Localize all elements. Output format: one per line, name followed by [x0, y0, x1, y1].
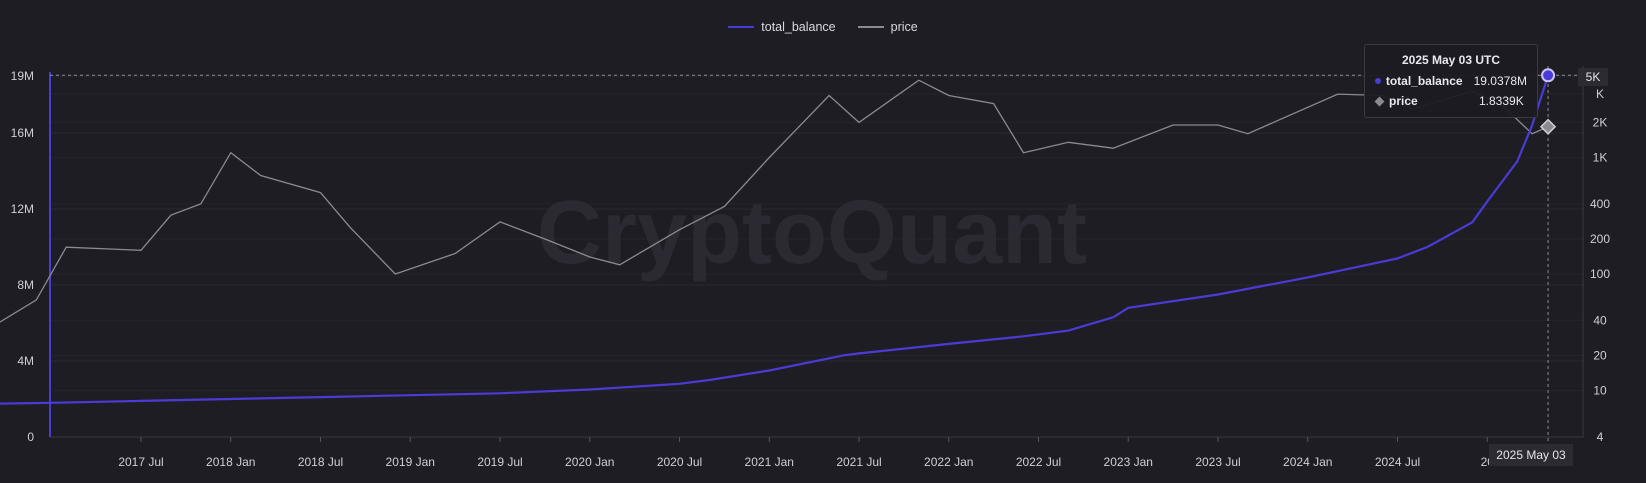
y-left-tick-label: 8M [17, 278, 34, 292]
legend-label: total_balance [761, 20, 836, 34]
grid [50, 75, 1584, 438]
legend-item-total-balance[interactable]: total_balance [728, 20, 836, 34]
balance-point-marker [1541, 68, 1556, 83]
series-group [0, 74, 1550, 405]
total-balance-line [0, 74, 1550, 405]
y-right-tick-label: 400 [1590, 197, 1610, 211]
legend-item-price[interactable]: price [857, 20, 918, 34]
y-axis-left: 0 4M 8M 12M 16M 19M [11, 69, 51, 444]
y-left-tick-label: 0 [27, 430, 34, 444]
y-axis-right: 4 10 20 40 100 200 400 1K 2K K [1582, 66, 1610, 444]
x-tick-label: 2019 Jan [386, 455, 435, 469]
y-left-tick-label: 12M [11, 202, 34, 216]
y-right-tick-label: 10 [1593, 384, 1607, 398]
watermark: CryptoQuant [537, 183, 1087, 283]
tooltip-date: 2025 May 03 UTC [1401, 53, 1501, 67]
y-left-tick-label: 4M [17, 354, 34, 368]
x-tick-label: 2019 Jul [477, 455, 522, 469]
balance-dot-icon [1375, 78, 1381, 84]
crosshair [50, 66, 1584, 445]
x-tick-label: 2018 Jul [298, 455, 343, 469]
y-right-tick-label: 200 [1590, 232, 1610, 246]
y-right-tick-label: K [1596, 87, 1604, 101]
price-point-marker [1539, 118, 1557, 135]
x-axis: 2017 Jul 2018 Jan 2018 Jul 2019 Jan 2019 Jul… [50, 436, 1584, 469]
x-tick-label: 2020 Jan [565, 455, 614, 469]
tooltip-value: 19.0378M [1473, 74, 1527, 88]
x-tick-label: 2018 Jan [206, 455, 255, 469]
y-right-tick-label: 2K [1593, 115, 1608, 129]
x-tick-label: 2022 Jan [924, 455, 973, 469]
price-line [0, 79, 1549, 323]
x-tick-label: 2020 Jul [657, 455, 702, 469]
legend-swatch-price [857, 26, 884, 28]
x-tick-label: 2022 Jul [1016, 455, 1061, 469]
y-right-tick-label: 4 [1597, 430, 1604, 444]
y-right-tick-label: 40 [1593, 313, 1607, 327]
legend-swatch-total-balance [728, 26, 755, 28]
y-right-tick-label: 1K [1593, 150, 1608, 164]
legend-label: price [890, 20, 918, 34]
crosshair-x-label: 2025 May 03 [1489, 444, 1573, 466]
crosshair-y-label: 5K [1578, 68, 1608, 86]
y-left-tick-label: 19M [11, 69, 34, 83]
x-tick-label: 2023 Jan [1104, 455, 1153, 469]
x-tick-label: 2024 Jul [1375, 455, 1420, 469]
x-tick-label: 2024 Jan [1283, 455, 1332, 469]
price-diamond-icon [1374, 96, 1385, 106]
tooltip-row: total_balance 19.0378M [1375, 71, 1527, 91]
y-right-tick-label: 20 [1593, 349, 1607, 363]
x-tick-label: 2021 Jul [836, 455, 881, 469]
tooltip-name: price [1389, 94, 1418, 108]
tooltip-value: 1.8339K [1479, 94, 1524, 108]
legend: total_balance price [0, 20, 1646, 34]
tooltip-row: price 1.8339K [1374, 91, 1527, 111]
x-tick-label: 2021 Jan [745, 455, 794, 469]
y-left-tick-label: 16M [11, 126, 34, 140]
x-tick-label: 2017 Jul [118, 455, 163, 469]
tooltip: 2025 May 03 UTC total_balance 19.0378M p… [1364, 44, 1538, 118]
tooltip-name: total_balance [1385, 74, 1463, 88]
y-right-tick-label: 100 [1590, 267, 1610, 281]
x-tick-label: 2023 Jul [1195, 455, 1240, 469]
